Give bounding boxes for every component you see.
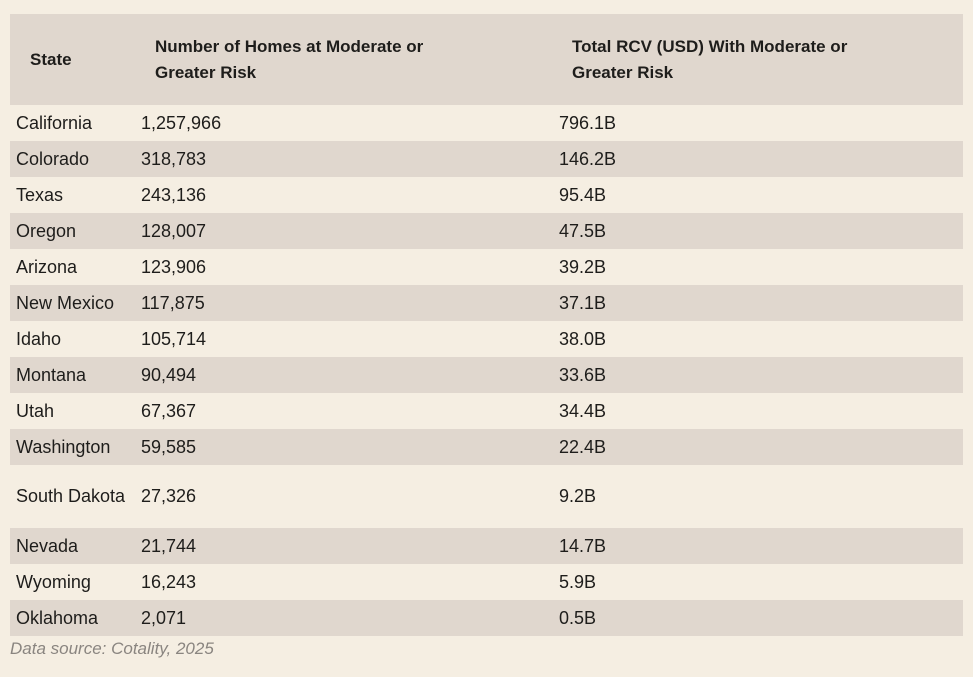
cell-rcv: 38.0B [559,328,607,349]
cell-homes: 90,494 [141,364,197,385]
table-row: Colorado 318,783 146.2B [10,141,963,177]
cell-homes: 67,367 [141,400,197,421]
table-row: South Dakota 27,326 9.2B [10,465,963,528]
column-header-state: State [30,49,72,69]
table-row: Montana 90,494 33.6B [10,357,963,393]
cell-state: Colorado [16,148,90,169]
cell-rcv: 47.5B [559,220,607,241]
cell-rcv: 34.4B [559,400,607,421]
table-row: Arizona 123,906 39.2B [10,249,963,285]
cell-rcv: 37.1B [559,292,607,313]
cell-homes: 123,906 [141,256,207,277]
risk-table: State Number of Homes at Moderate or Gre… [10,14,963,636]
cell-homes: 2,071 [141,607,187,628]
cell-state: Oklahoma [16,607,99,628]
table-row: Utah 67,367 34.4B [10,393,963,429]
cell-rcv: 5.9B [559,571,597,592]
cell-state: Utah [16,400,55,421]
table-row: California 1,257,966 796.1B [10,105,963,141]
table-row: Washington 59,585 22.4B [10,429,963,465]
cell-rcv: 146.2B [559,148,617,169]
cell-rcv: 39.2B [559,256,607,277]
cell-state: New Mexico [16,292,115,313]
table-row: Texas 243,136 95.4B [10,177,963,213]
table-row: Nevada 21,744 14.7B [10,528,963,564]
cell-homes: 16,243 [141,571,197,592]
cell-state: Oregon [16,220,77,241]
cell-homes: 117,875 [141,292,205,313]
cell-homes: 318,783 [141,148,207,169]
cell-homes: 27,326 [141,486,197,506]
cell-state: Idaho [16,328,62,349]
table-row: Oregon 128,007 47.5B [10,213,963,249]
cell-homes: 128,007 [141,220,207,241]
column-header-homes: Number of Homes at Moderate or Greater R… [155,36,424,82]
data-source-note: Data source: Cotality, 2025 [10,639,214,658]
cell-rcv: 33.6B [559,364,607,385]
header-row: State Number of Homes at Moderate or Gre… [10,14,963,105]
cell-homes: 1,257,966 [141,112,222,133]
cell-state: Washington [16,436,111,457]
cell-rcv: 0.5B [559,607,597,628]
table-row: Oklahoma 2,071 0.5B [10,600,963,636]
cell-homes: 59,585 [141,436,197,457]
cell-state: Montana [16,364,87,385]
cell-rcv: 22.4B [559,436,607,457]
cell-rcv: 95.4B [559,184,607,205]
table-row: New Mexico 117,875 37.1B [10,285,963,321]
table-body: California 1,257,966 796.1B Colorado 318,783… [10,105,963,636]
cell-state: South Dakota [16,486,126,506]
column-header-rcv: Total RCV (USD) With Moderate or Greater… [572,36,848,82]
table-row: Idaho 105,714 38.0B [10,321,963,357]
cell-homes: 243,136 [141,184,207,205]
cell-rcv: 796.1B [559,112,617,133]
table-header: State Number of Homes at Moderate or Gre… [10,14,963,105]
cell-homes: 105,714 [141,328,207,349]
cell-state: Wyoming [16,571,91,592]
cell-state: Texas [16,184,64,205]
cell-rcv: 14.7B [559,535,607,556]
cell-homes: 21,744 [141,535,197,556]
cell-state: Arizona [16,256,78,277]
data-table-container: State Number of Homes at Moderate or Gre… [10,14,963,636]
table-row: Wyoming 16,243 5.9B [10,564,963,600]
cell-rcv: 9.2B [559,486,597,506]
cell-state: Nevada [16,535,79,556]
cell-state: California [16,112,93,133]
